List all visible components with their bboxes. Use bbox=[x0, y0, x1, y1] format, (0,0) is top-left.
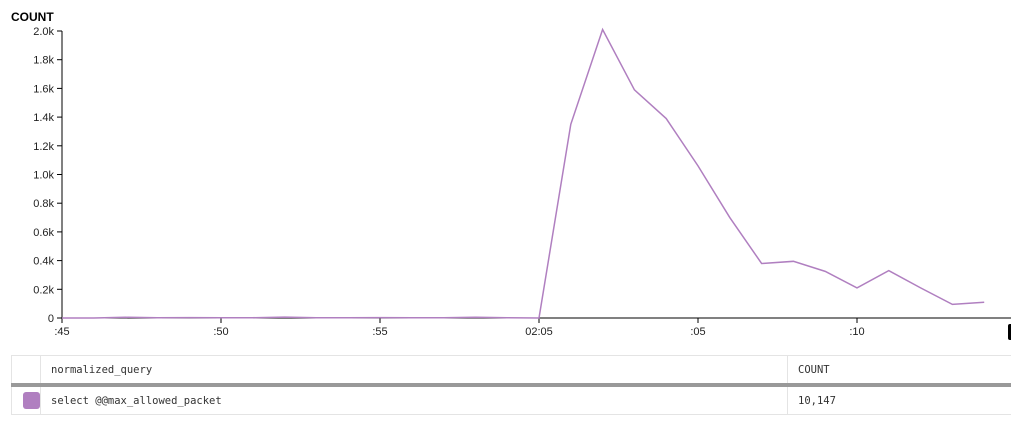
y-axis-title: COUNT bbox=[11, 10, 54, 24]
series-color-swatch[interactable] bbox=[23, 392, 40, 409]
y-tick-label: 1.0k bbox=[33, 170, 54, 182]
series-line bbox=[62, 27, 985, 319]
x-tick-label: :50 bbox=[213, 326, 228, 338]
table-row[interactable]: select @@max_allowed_packet 10,147 bbox=[11, 384, 1011, 415]
header-normalized-query[interactable]: normalized_query bbox=[40, 355, 788, 386]
x-tick-label: :45 bbox=[54, 326, 69, 338]
legend-table: normalized_query COUNT select @@max_allo… bbox=[11, 355, 1011, 415]
y-tick-label: 1.8k bbox=[33, 55, 54, 67]
x-cursor-label-bg bbox=[1008, 324, 1011, 340]
query-cell: select @@max_allowed_packet bbox=[40, 384, 788, 415]
y-tick-label: 0.6k bbox=[33, 227, 54, 239]
count-cell: 10,147 bbox=[787, 384, 1011, 415]
y-tick-label: 0 bbox=[48, 313, 54, 325]
y-tick-label: 0.2k bbox=[33, 284, 54, 296]
y-tick-label: 0.8k bbox=[33, 198, 54, 210]
x-tick-label: :10 bbox=[849, 326, 864, 338]
y-tick-label: 0.4k bbox=[33, 256, 54, 268]
x-tick-label: :05 bbox=[690, 326, 705, 338]
table-header: normalized_query COUNT bbox=[11, 355, 1011, 386]
x-tick-label: :55 bbox=[372, 326, 387, 338]
line-chart: COUNT 0 0.2k 0.4k 0.6k 0.8k 1.0k 1.2k 1.4k 1.6k 1… bbox=[11, 10, 1011, 340]
y-tick-label: 2.0k bbox=[33, 26, 54, 38]
y-tick-label: 1.6k bbox=[33, 83, 54, 95]
x-tick-label: 02:05 bbox=[525, 326, 553, 338]
y-tick-label: 1.4k bbox=[33, 112, 54, 124]
header-count[interactable]: COUNT bbox=[787, 355, 1011, 386]
y-tick-label: 1.2k bbox=[33, 141, 54, 153]
